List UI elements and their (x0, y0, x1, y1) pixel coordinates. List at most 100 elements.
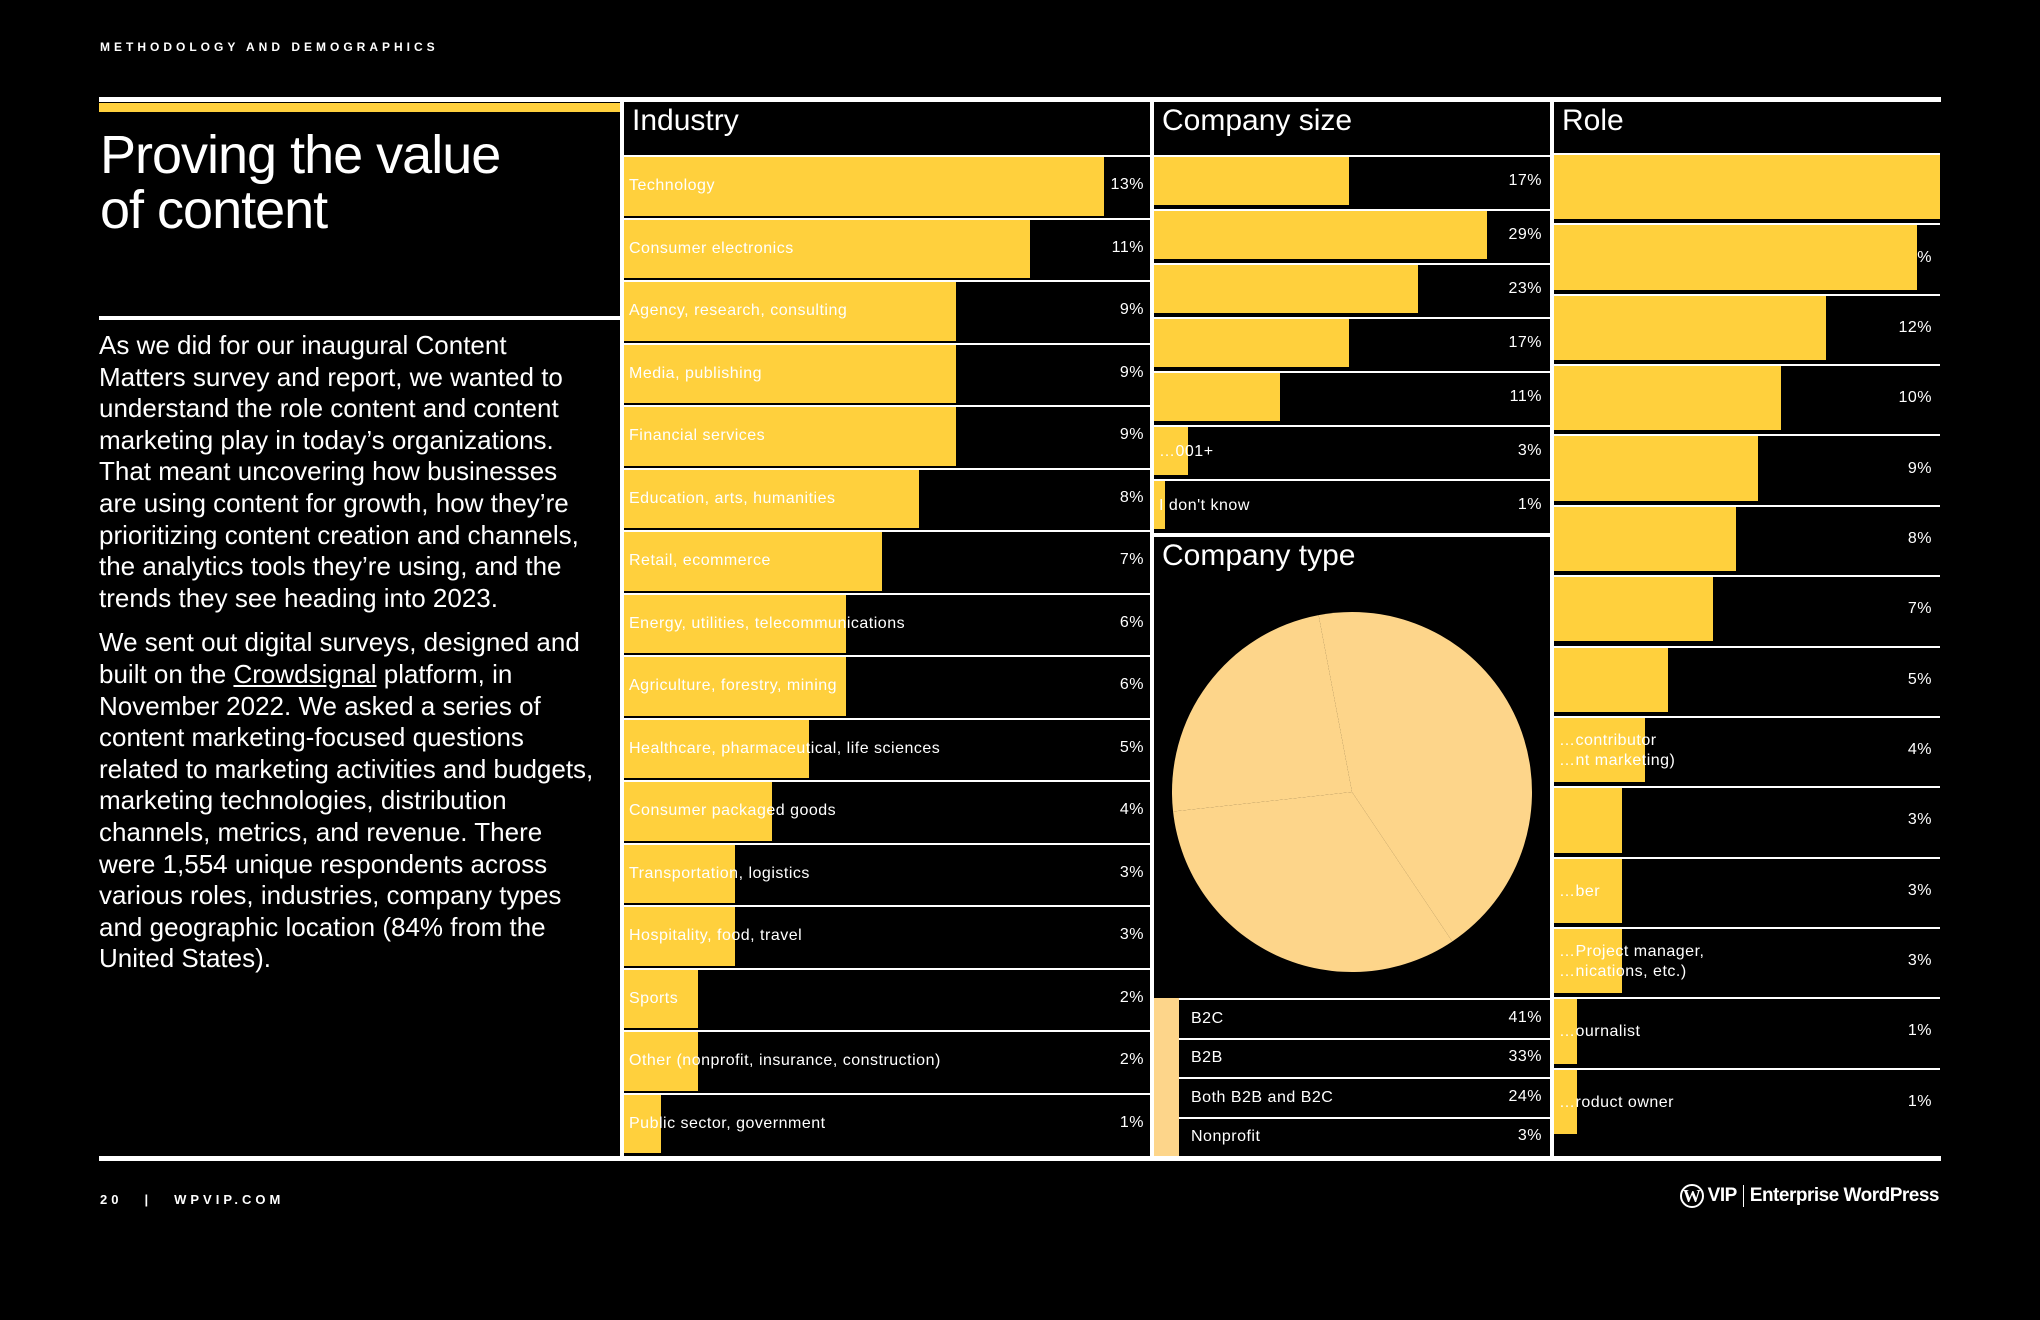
company-size-bar (1154, 481, 1166, 529)
title-line-1: Proving the value (100, 125, 501, 185)
industry-bar (624, 407, 957, 466)
industry-row: Other (nonprofit, insurance, constructio… (624, 1030, 1152, 1095)
legend-swatch-strip (1154, 998, 1179, 1156)
crowdsignal-link[interactable]: Crowdsignal (233, 658, 377, 689)
industry-value: 9% (1119, 301, 1144, 319)
role-value: 1% (1907, 1092, 1932, 1110)
company-size-row: 11% (1154, 371, 1550, 427)
company-type-pie (1172, 612, 1532, 972)
industry-bar (624, 594, 846, 653)
industry-value: 13% (1110, 176, 1144, 194)
divider-role-left (1550, 100, 1554, 1160)
industry-label: Agriculture, forestry, mining (629, 677, 838, 695)
role-row: 10% (1554, 364, 1940, 436)
industry-value: 8% (1119, 488, 1144, 506)
role-bar (1554, 999, 1577, 1064)
footer-separator: | (144, 1192, 153, 1207)
company-type-legend-row: B2B 33% (1179, 1037, 1550, 1080)
industry-value: 6% (1119, 676, 1144, 694)
role-value: 12% (1898, 318, 1932, 336)
company-size-value: 11% (1509, 388, 1542, 405)
company-type-legend-row: B2C 41% (1179, 998, 1550, 1040)
title-line-2: of content (100, 180, 328, 240)
industry-label: Transportation, logistics (629, 864, 810, 882)
industry-title: Industry (632, 104, 739, 137)
company-type-legend-row: Both B2B and B2C 24% (1179, 1077, 1550, 1119)
role-value: 3% (1907, 811, 1932, 829)
industry-label: Retail, ecommerce (629, 552, 771, 570)
company-type-legend-row: Nonprofit 3% (1179, 1116, 1550, 1159)
role-row: 8% (1554, 504, 1940, 577)
bottom-rule (99, 1156, 1941, 1161)
top-rule (99, 97, 1941, 102)
logo-text: Enterprise WordPress (1749, 1185, 1940, 1206)
industry-value: 2% (1119, 988, 1144, 1006)
role-value: 1% (1907, 1022, 1932, 1040)
company-size-value: 1% (1517, 496, 1542, 513)
company-type-value: 33% (1508, 1048, 1542, 1066)
page-title: Proving the value of content (100, 125, 501, 240)
role-bar (1554, 928, 1623, 994)
industry-row: Public sector, government 1% (624, 1092, 1152, 1158)
industry-row: Transportation, logistics 3% (624, 842, 1152, 908)
role-bar (1554, 436, 1759, 501)
company-type-top-rule (1152, 533, 1550, 537)
industry-label: Agency, research, consulting (629, 302, 848, 320)
role-rows: % 12% 10% 9% 8% 7% 5% …contributor …nt marketin… (1554, 153, 1940, 1138)
industry-row: Energy, utilities, telecommunications 6% (624, 592, 1152, 658)
industry-value: 9% (1119, 426, 1144, 444)
industry-bar (624, 219, 1031, 278)
company-size-row: I don't know 1% (1154, 479, 1550, 535)
company-type-value: 24% (1508, 1087, 1542, 1105)
industry-bar (624, 1094, 661, 1153)
company-size-value: 3% (1517, 442, 1542, 459)
divider-industry-left (620, 100, 624, 1160)
industry-bar (624, 469, 920, 528)
industry-bar (624, 844, 735, 903)
role-bar (1554, 788, 1623, 853)
divider-size-left (1150, 100, 1154, 1160)
page-number: 20 (100, 1192, 123, 1207)
company-type-title: Company type (1162, 539, 1356, 572)
company-size-label: I don't know (1159, 497, 1250, 514)
role-row: 12% (1554, 293, 1940, 366)
paragraph-2-end: platform, in November 2022. We asked a s… (99, 658, 594, 974)
company-size-bar (1154, 265, 1418, 313)
company-type-legend: B2C 41% B2B 33% Both B2B and B2C 24% Nonprofit… (1179, 998, 1550, 1156)
company-size-value: 29% (1508, 226, 1542, 243)
role-row: …ber 3% (1554, 856, 1940, 929)
paragraph-1: As we did for our inaugural Content Matt… (99, 330, 579, 613)
role-row: …Project manager, …nications, etc.) 3% (1554, 926, 1940, 999)
industry-bar (624, 782, 772, 841)
footer-site-link[interactable]: WPVIP.COM (174, 1192, 285, 1207)
industry-rows: Technology 13% Consumer electronics 11% Agen… (624, 155, 1152, 1155)
role-bar (1554, 717, 1645, 783)
paragraph-2: We sent out digital surveys, designed an… (99, 627, 599, 975)
company-size-chart: Company size 17% 29% 23% 17% 11% …001+ 3% I don… (1154, 102, 1550, 533)
company-type-label: B2B (1191, 1049, 1223, 1067)
role-row: …contributor …nt marketing) 4% (1554, 715, 1940, 788)
role-value: 5% (1907, 670, 1932, 688)
paragraph-2-start: We sent out digital surveys, designed an… (99, 627, 580, 689)
role-value: 3% (1907, 881, 1932, 899)
company-size-bar (1154, 427, 1189, 475)
industry-chart: Industry Technology 13% Consumer electroni… (624, 102, 1152, 1156)
wpvip-logo[interactable]: W VIP Enterprise WordPress (1679, 1184, 1940, 1208)
role-label: …ber (1559, 882, 1601, 900)
role-value: 7% (1907, 600, 1932, 618)
industry-label: Education, arts, humanities (629, 489, 836, 507)
title-accent-bar (99, 103, 620, 112)
company-size-bar (1154, 373, 1281, 421)
industry-bar (624, 532, 883, 591)
methodology-text: As we did for our inaugural Content Matt… (99, 330, 599, 988)
role-value: % (1917, 248, 1932, 266)
wordpress-logo-icon: W (1679, 1184, 1704, 1208)
role-row: …ournalist 1% (1554, 997, 1940, 1069)
industry-label: Technology (629, 177, 715, 195)
pie-slice-b2b (1173, 792, 1453, 972)
industry-bar (624, 657, 846, 716)
company-size-rows: 17% 29% 23% 17% 11% …001+ 3% I don't know 1% (1154, 155, 1550, 533)
company-size-row: 17% (1154, 317, 1550, 373)
role-bar (1554, 506, 1736, 572)
company-size-title: Company size (1162, 104, 1353, 137)
